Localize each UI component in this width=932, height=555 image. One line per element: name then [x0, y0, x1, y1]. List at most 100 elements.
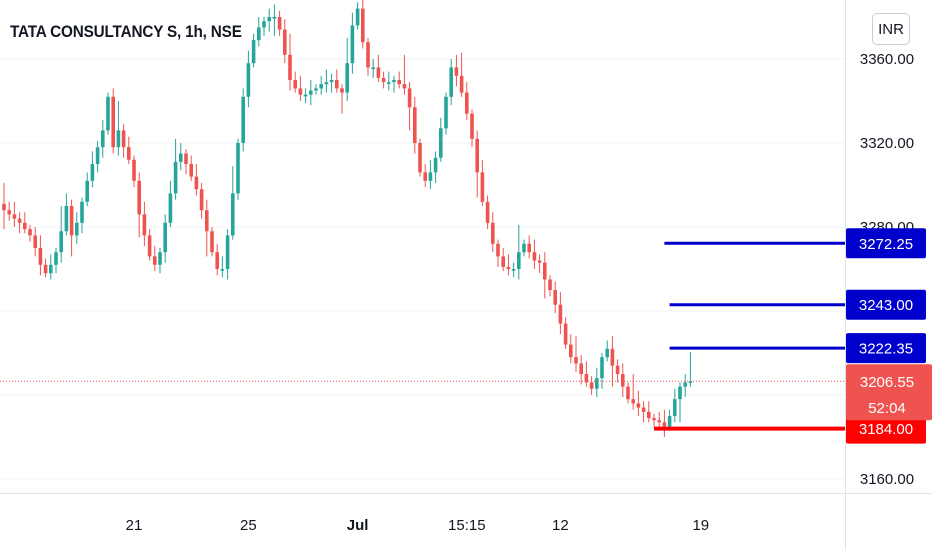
candle-body: [558, 304, 563, 324]
candle-body: [563, 323, 568, 345]
candle-body: [309, 90, 313, 95]
candle-body: [345, 63, 349, 93]
last-price-badge: 3206.55 52:04: [846, 364, 932, 421]
candle-body: [142, 214, 147, 236]
candle-body: [600, 357, 604, 379]
candle: [43, 258, 48, 278]
candle: [491, 212, 495, 253]
candle: [621, 363, 625, 398]
chart-title: TATA CONSULTANCY S, 1h, NSE: [10, 22, 242, 41]
candle: [428, 159, 433, 190]
price-tick-label: 3320.00: [860, 135, 914, 152]
candle-body: [80, 201, 84, 223]
candle-body: [423, 172, 427, 181]
candle-body: [387, 82, 391, 84]
candle-body: [485, 201, 490, 223]
price-badge-bg: [846, 413, 926, 444]
candle: [595, 367, 599, 398]
candle-body: [12, 214, 17, 219]
candle: [340, 84, 344, 114]
candle: [251, 33, 256, 68]
candle-body: [605, 348, 609, 358]
candle-body: [257, 27, 261, 41]
candle: [335, 69, 339, 93]
candle-body: [527, 243, 531, 253]
time-axis[interactable]: 21 25 Jul 15:15 12 19: [126, 517, 709, 534]
price-badge-bg: [846, 289, 926, 320]
candle: [309, 80, 313, 106]
candle-body: [381, 77, 386, 83]
candle: [527, 235, 531, 259]
candle-body: [589, 382, 594, 389]
candle-body: [288, 54, 292, 80]
candle-body: [491, 222, 495, 244]
candle: [257, 17, 261, 47]
candle-body: [371, 67, 375, 70]
candle-body: [615, 365, 620, 374]
candle: [163, 214, 167, 263]
candle-body: [85, 180, 89, 202]
price-tick-label: 3360.00: [860, 51, 914, 68]
candle-body: [621, 374, 625, 387]
candle: [392, 75, 396, 93]
candle-body: [647, 411, 651, 419]
candle-body: [517, 252, 521, 269]
candle: [350, 12, 355, 74]
price-badge-label: 3243.00: [859, 297, 913, 314]
candle-body: [366, 42, 370, 68]
candle-body: [433, 157, 438, 173]
candle-body: [38, 248, 43, 265]
candle: [433, 151, 438, 183]
candle-body: [262, 21, 266, 28]
candle: [589, 376, 594, 395]
candle: [574, 336, 578, 372]
candle-body: [595, 378, 599, 389]
candle-body: [75, 222, 79, 236]
candle: [85, 172, 89, 206]
candle: [194, 164, 199, 196]
candle: [111, 88, 115, 154]
candle: [49, 254, 53, 280]
candle-body: [667, 416, 672, 427]
price-axis[interactable]: 3160.003200.003240.003280.003320.003360.…: [846, 51, 932, 488]
candle-body: [553, 290, 557, 305]
candle: [615, 359, 620, 383]
candle-body: [329, 80, 334, 83]
candle-body: [158, 252, 162, 265]
candle: [439, 117, 443, 162]
candle-body: [189, 164, 193, 177]
candle: [626, 382, 630, 404]
candle: [80, 197, 84, 234]
candle: [600, 353, 604, 389]
candle: [631, 374, 635, 410]
candle-body: [153, 256, 157, 265]
candle: [543, 252, 547, 299]
candle: [2, 182, 6, 230]
currency-button[interactable]: INR: [872, 13, 910, 45]
price-levels: [0, 241, 845, 431]
candle: [236, 138, 240, 200]
candle: [54, 248, 58, 274]
candle: [121, 124, 126, 158]
candle-body: [116, 130, 121, 148]
candle-body: [579, 363, 583, 374]
candle-body: [548, 279, 552, 290]
candle: [272, 4, 277, 36]
candle-body: [641, 407, 646, 412]
candle: [7, 201, 11, 221]
candle: [444, 92, 448, 135]
candle: [470, 109, 474, 148]
candle: [298, 75, 303, 101]
candle: [220, 256, 225, 278]
candle: [506, 254, 511, 276]
candle: [132, 155, 136, 188]
candle: [485, 195, 490, 230]
candle: [184, 149, 188, 175]
candle-body: [179, 153, 183, 162]
candle-body: [475, 138, 479, 173]
candle-body: [454, 67, 459, 76]
candle-body: [231, 193, 235, 236]
candle: [153, 245, 157, 272]
